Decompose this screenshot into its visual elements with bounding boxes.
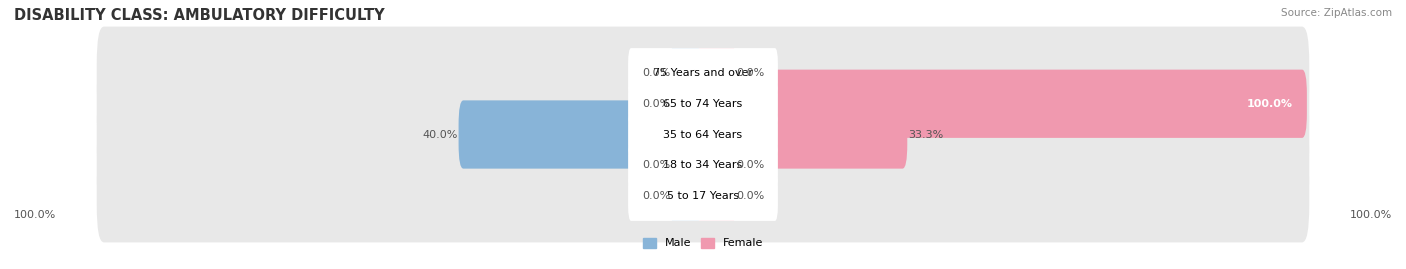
Text: 35 to 64 Years: 35 to 64 Years [664, 129, 742, 140]
FancyBboxPatch shape [628, 48, 778, 98]
FancyBboxPatch shape [699, 162, 735, 230]
FancyBboxPatch shape [628, 79, 778, 129]
FancyBboxPatch shape [699, 70, 1306, 138]
FancyBboxPatch shape [699, 131, 735, 199]
Text: 65 to 74 Years: 65 to 74 Years [664, 99, 742, 109]
Text: 18 to 34 Years: 18 to 34 Years [664, 160, 742, 170]
FancyBboxPatch shape [97, 27, 1309, 119]
FancyBboxPatch shape [97, 57, 1309, 150]
Text: 5 to 17 Years: 5 to 17 Years [666, 191, 740, 201]
Text: 0.0%: 0.0% [641, 99, 671, 109]
FancyBboxPatch shape [458, 100, 707, 169]
FancyBboxPatch shape [671, 162, 707, 230]
Text: 40.0%: 40.0% [422, 129, 457, 140]
FancyBboxPatch shape [699, 100, 907, 169]
Text: 0.0%: 0.0% [641, 191, 671, 201]
Legend: Male, Female: Male, Female [638, 233, 768, 253]
Text: 33.3%: 33.3% [908, 129, 943, 140]
FancyBboxPatch shape [628, 171, 778, 221]
Text: 0.0%: 0.0% [735, 160, 765, 170]
Text: 100.0%: 100.0% [14, 210, 56, 220]
Text: 75 Years and over: 75 Years and over [652, 68, 754, 78]
FancyBboxPatch shape [699, 39, 735, 107]
Text: 0.0%: 0.0% [641, 160, 671, 170]
Text: 100.0%: 100.0% [1247, 99, 1294, 109]
FancyBboxPatch shape [97, 88, 1309, 181]
FancyBboxPatch shape [97, 150, 1309, 242]
Text: DISABILITY CLASS: AMBULATORY DIFFICULTY: DISABILITY CLASS: AMBULATORY DIFFICULTY [14, 8, 385, 23]
Text: 0.0%: 0.0% [641, 68, 671, 78]
FancyBboxPatch shape [628, 140, 778, 190]
FancyBboxPatch shape [671, 70, 707, 138]
FancyBboxPatch shape [671, 131, 707, 199]
FancyBboxPatch shape [671, 39, 707, 107]
Text: 0.0%: 0.0% [735, 68, 765, 78]
Text: 0.0%: 0.0% [735, 191, 765, 201]
FancyBboxPatch shape [97, 119, 1309, 212]
Text: 100.0%: 100.0% [1350, 210, 1392, 220]
FancyBboxPatch shape [628, 109, 778, 160]
Text: Source: ZipAtlas.com: Source: ZipAtlas.com [1281, 8, 1392, 18]
